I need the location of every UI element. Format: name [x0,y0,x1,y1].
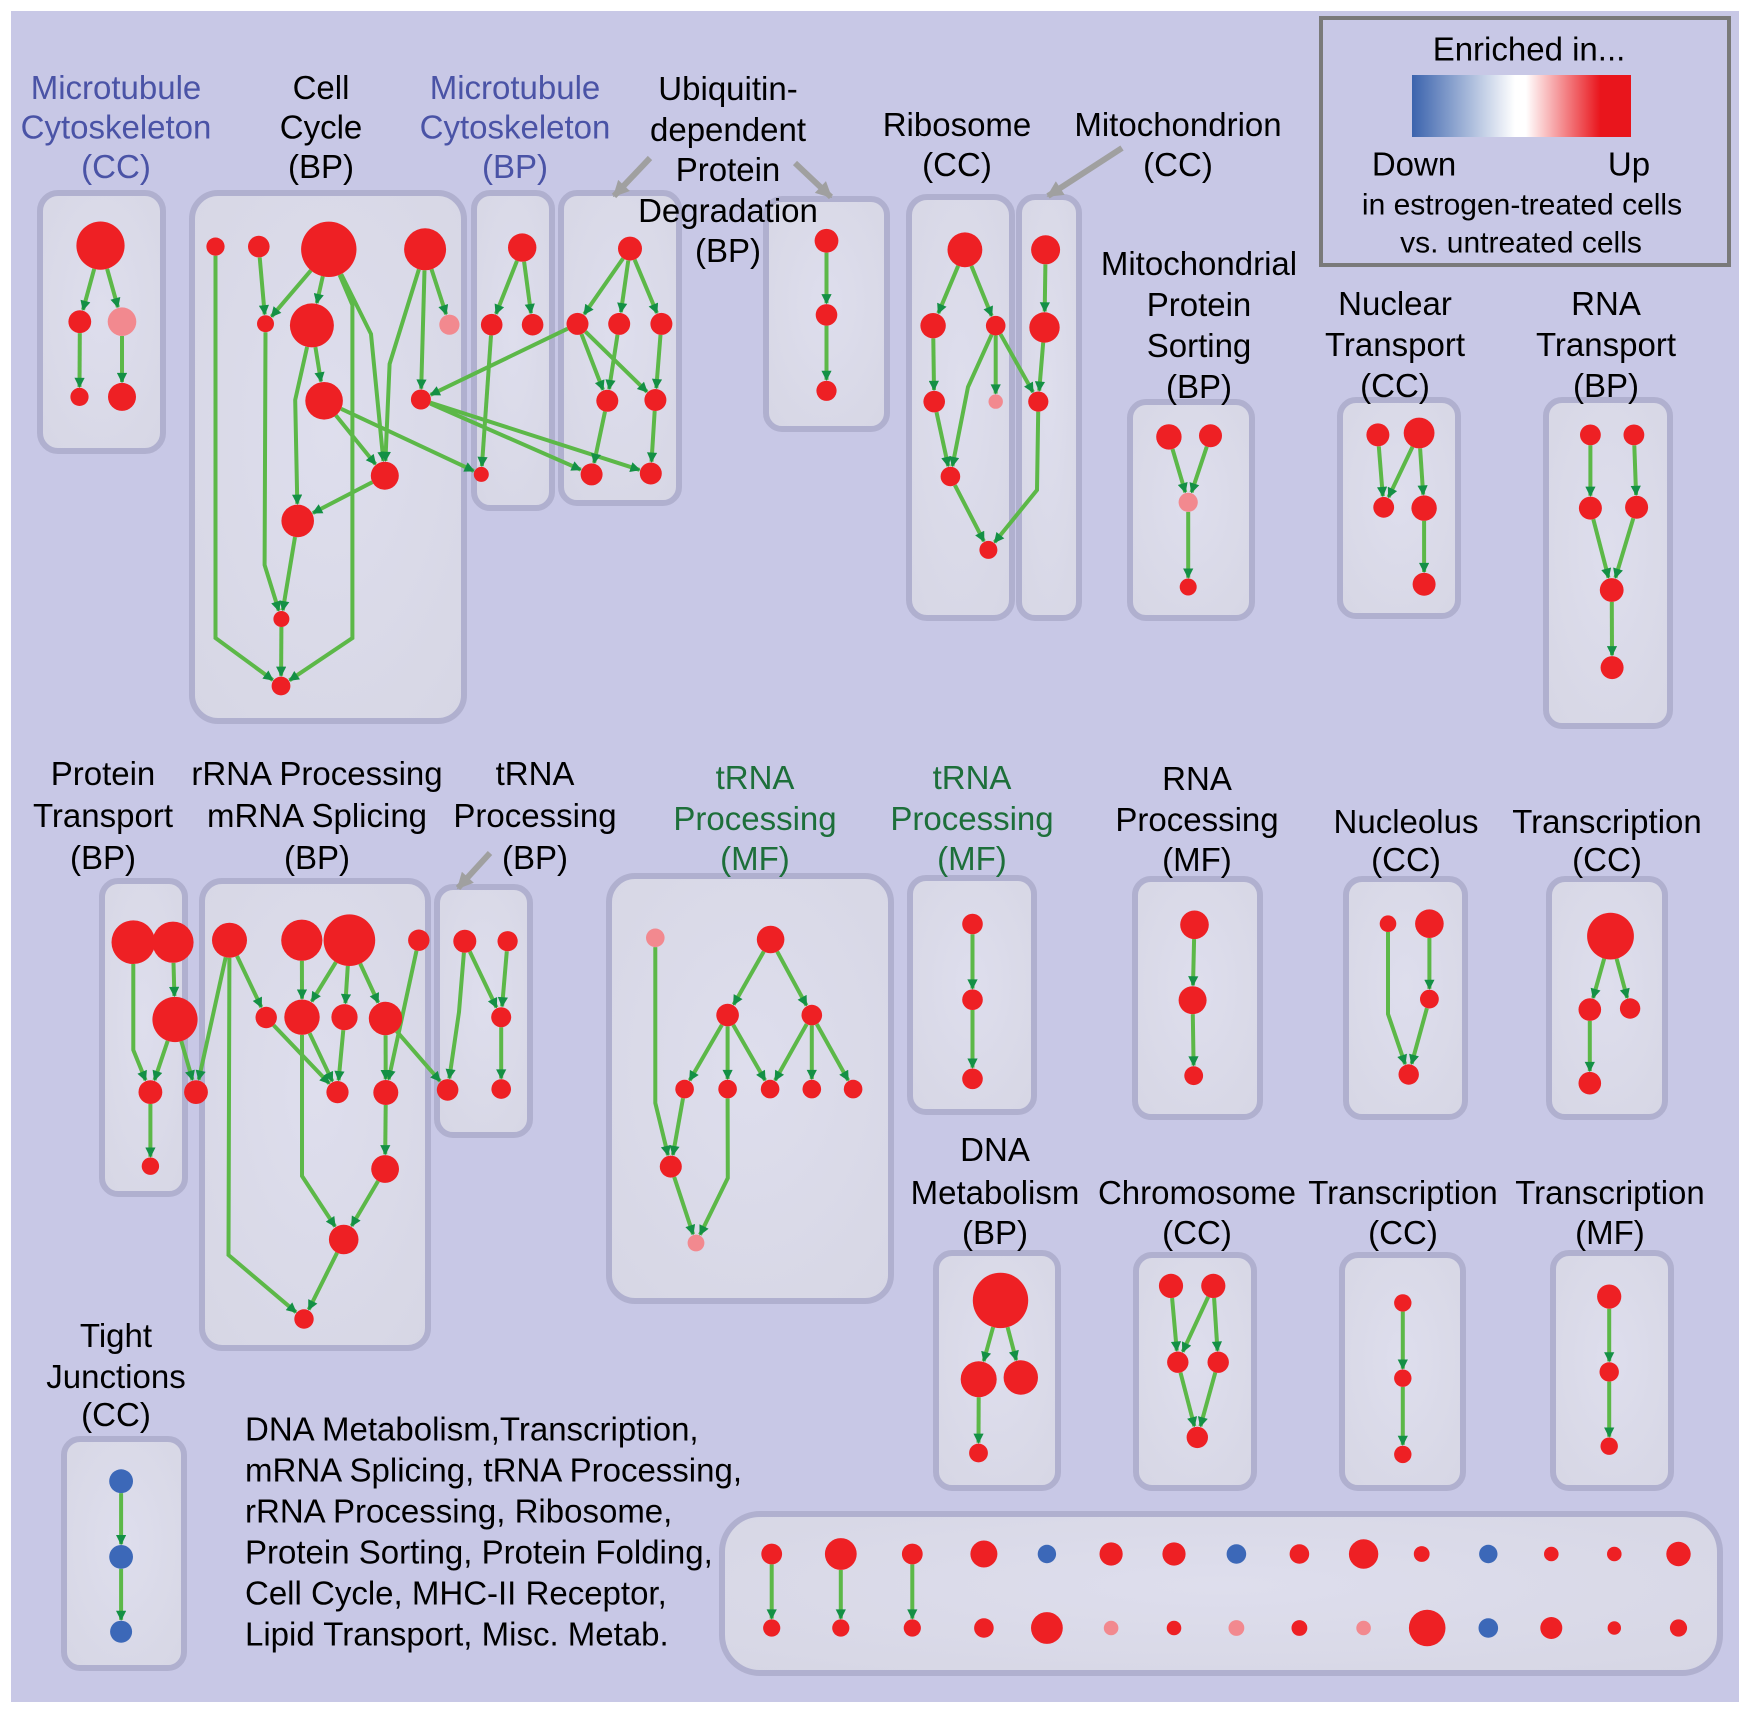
svg-text:Mitochondrion(CC): Mitochondrion (CC) [1074,106,1281,183]
svg-text:Chromosome(CC): Chromosome (CC) [1098,1174,1296,1251]
svg-text:Transcription(CC): Transcription (CC) [1308,1174,1498,1251]
svg-text:Transcription(MF): Transcription (MF) [1515,1174,1705,1251]
svg-text:in estrogen-treated cells: in estrogen-treated cells [1362,189,1682,222]
svg-text:DNA Metabolism,Transcription,m: DNA Metabolism,Transcription, mRNA Splici… [245,1410,742,1652]
svg-text:Nucleolus(CC): Nucleolus (CC) [1334,803,1479,878]
svg-text:vs. untreated cells: vs. untreated cells [1400,227,1642,260]
svg-text:Up: Up [1608,145,1650,182]
svg-text:Transcription(CC): Transcription (CC) [1512,803,1702,878]
svg-text:Ribosome(CC): Ribosome (CC) [883,106,1032,183]
svg-text:Down: Down [1372,145,1456,182]
svg-text:Enriched in...: Enriched in... [1433,31,1626,68]
